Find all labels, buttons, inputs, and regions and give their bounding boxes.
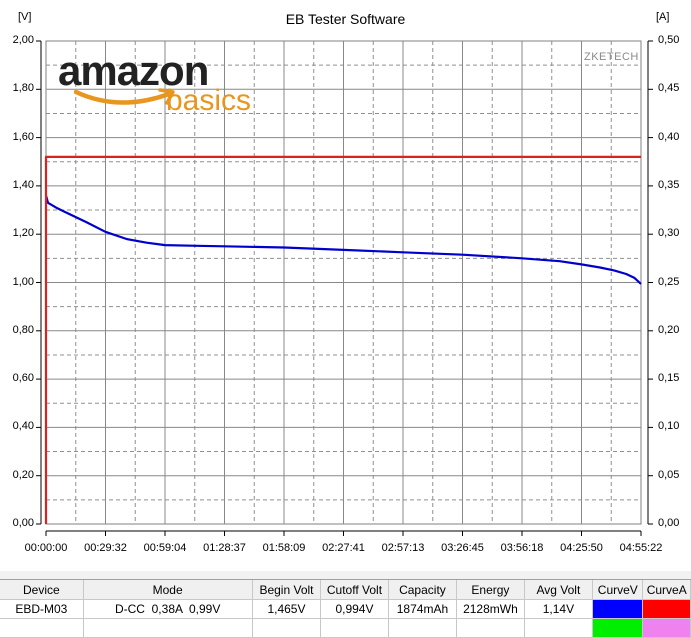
x-tick-label: 04:25:50 (560, 542, 603, 554)
cell-avg-volt (524, 618, 594, 638)
col-header-energy[interactable]: Energy (456, 580, 525, 600)
current-curve (44, 155, 641, 524)
y-axis-unit-left: [V] (18, 11, 32, 23)
table-row[interactable]: EBD-M03 D-CC 0,38A 0,99V 1,465V 0,994V 1… (0, 599, 691, 619)
cell-device (0, 618, 84, 638)
y-tick-label-left: 0,60 (12, 372, 34, 385)
y-tick-label-right: 0,45 (658, 82, 680, 95)
cell-cutoff-volt (320, 618, 389, 638)
col-header-curve-v[interactable]: CurveV (592, 580, 644, 600)
y-tick-label-left: 1,80 (12, 82, 34, 95)
y-tick-label-right: 0,15 (658, 372, 680, 385)
cell-cutoff-volt: 0,994V (320, 599, 389, 619)
voltage-curve (44, 195, 642, 285)
cell-mode (83, 618, 253, 638)
curve-v-color-swatch[interactable] (592, 618, 644, 638)
y-tick-label-left: 0,20 (12, 468, 34, 481)
discharge-chart (36, 40, 653, 536)
separator-strip (0, 571, 691, 579)
zketech-watermark: ZKETECH (584, 51, 639, 63)
x-tick-label: 00:00:00 (24, 542, 68, 554)
cell-capacity: 1874mAh (388, 599, 458, 619)
y-tick-label-right: 0,05 (658, 468, 680, 481)
y-tick-label-right: 0,40 (658, 130, 680, 143)
curve-v-color-swatch[interactable] (592, 599, 644, 619)
y-tick-label-left: 1,20 (12, 227, 34, 240)
x-tick-label: 02:57:13 (381, 542, 425, 554)
x-tick-label: 04:55:22 (619, 542, 663, 554)
y-tick-label-right: 0,35 (658, 178, 680, 191)
x-tick-label: 01:58:09 (262, 542, 306, 554)
cell-avg-volt: 1,14V (524, 599, 594, 619)
y-tick-label-right: 0,25 (658, 275, 680, 288)
y-tick-label-left: 1,40 (12, 178, 34, 191)
y-tick-label-right: 0,50 (658, 34, 680, 46)
cell-energy (456, 618, 525, 638)
amazon-basics-logo: amazon basics (58, 47, 251, 116)
x-tick-label: 03:26:45 (441, 542, 484, 554)
table-header-row: Device Mode Begin Volt Cutoff Volt Capac… (0, 580, 691, 600)
col-header-begin-volt[interactable]: Begin Volt (252, 580, 322, 600)
y-tick-label-left: 0,80 (12, 323, 34, 336)
chart-title: EB Tester Software (285, 11, 406, 27)
y-tick-label-right: 0,20 (658, 323, 680, 336)
curve-a-color-swatch[interactable] (642, 599, 691, 619)
cell-capacity (388, 618, 458, 638)
y-axis-unit-right: [A] (656, 11, 670, 23)
y-tick-label-right: 0,10 (658, 420, 680, 433)
cell-mode: D-CC 0,38A 0,99V (83, 599, 253, 619)
y-tick-label-right: 0,00 (658, 517, 680, 529)
results-table: Device Mode Begin Volt Cutoff Volt Capac… (0, 579, 691, 638)
logo-text-basics: basics (166, 84, 252, 117)
cell-begin-volt: 1,465V (252, 599, 322, 619)
curve-a-color-swatch[interactable] (642, 618, 691, 638)
logo-text-amazon: amazon (58, 47, 209, 94)
y-tick-label-left: 0,40 (12, 420, 34, 433)
cell-device: EBD-M03 (0, 599, 84, 619)
x-tick-label: 02:27:41 (322, 542, 365, 554)
col-header-avg-volt[interactable]: Avg Volt (524, 580, 594, 600)
smile-arrow-icon (74, 88, 175, 105)
y-tick-label-left: 1,00 (12, 275, 34, 288)
x-tick-label: 00:59:04 (143, 542, 187, 554)
col-header-cutoff-volt[interactable]: Cutoff Volt (320, 580, 389, 600)
col-header-device[interactable]: Device (0, 580, 84, 600)
x-tick-label: 00:29:32 (84, 542, 127, 554)
x-tick-label: 01:28:37 (203, 542, 246, 554)
col-header-curve-a[interactable]: CurveA (642, 580, 691, 600)
x-tick-label: 03:56:18 (500, 542, 544, 554)
y-tick-label-left: 2,00 (12, 34, 34, 46)
col-header-capacity[interactable]: Capacity (388, 580, 458, 600)
col-header-mode[interactable]: Mode (83, 580, 253, 600)
y-tick-label-left: 0,00 (12, 517, 34, 529)
table-row[interactable] (0, 618, 691, 638)
cell-energy: 2128mWh (456, 599, 525, 619)
y-tick-label-left: 1,60 (12, 130, 34, 143)
y-tick-label-right: 0,30 (658, 227, 680, 240)
cell-begin-volt (252, 618, 322, 638)
